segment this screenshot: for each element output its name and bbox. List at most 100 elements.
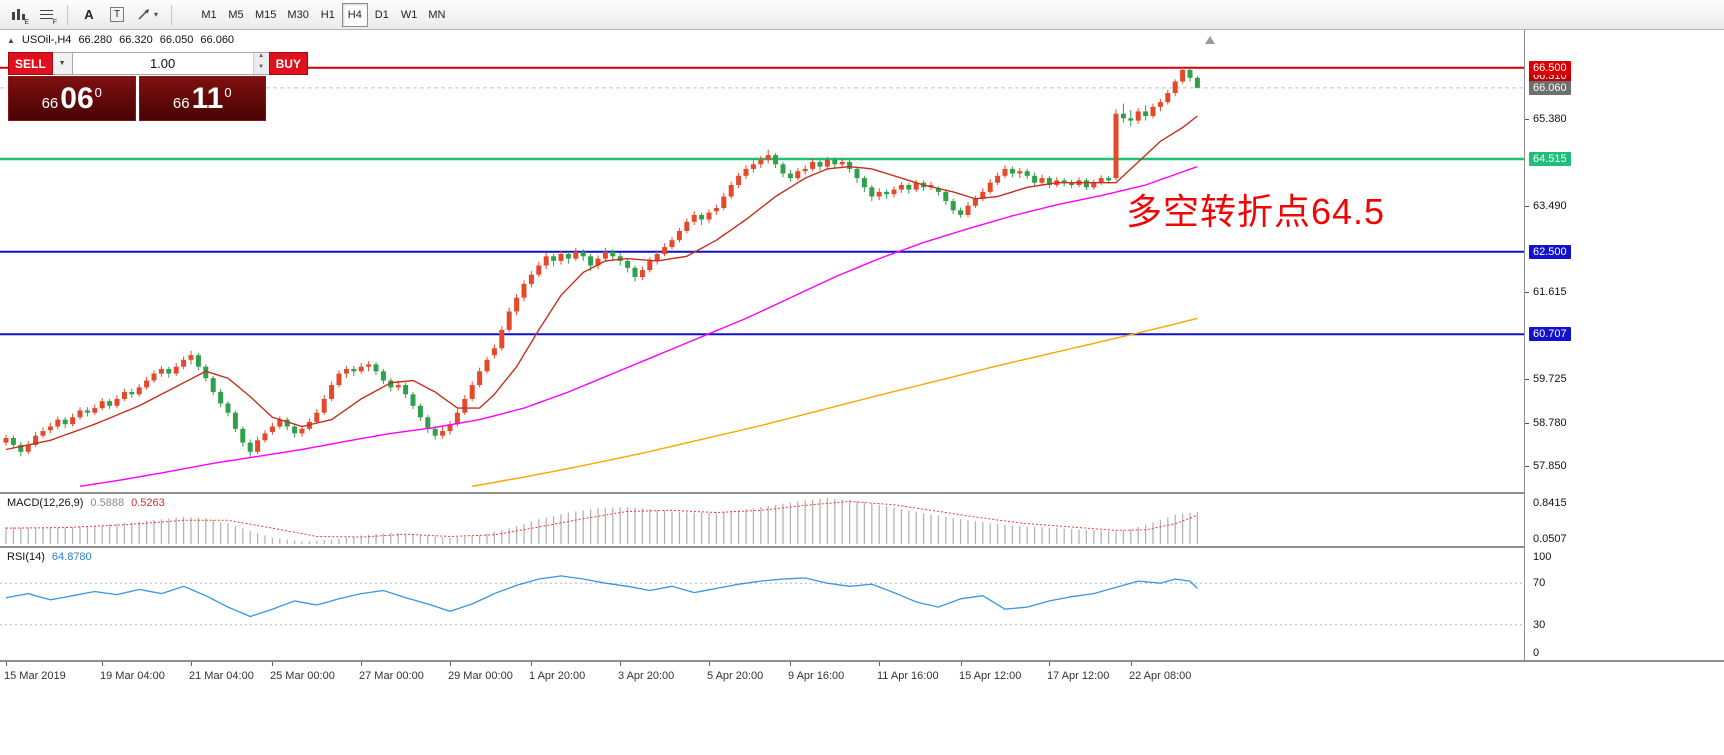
trendline-arrow-icon xyxy=(138,9,149,20)
buy-button[interactable]: BUY xyxy=(268,52,308,75)
rsi-line xyxy=(5,575,1198,618)
time-tick-mark xyxy=(102,662,103,666)
one-click-trading-panel: SELL ▼ ▲ ▼ BUY 66 06 0 xyxy=(8,52,308,121)
main-toolbar: E F A T ▾ M1 M5 M15 M30 H1 H4 D1 W1 MN xyxy=(0,0,1724,30)
price-line-label: 66.060 xyxy=(1529,81,1571,95)
low-value: 66.050 xyxy=(159,34,194,46)
time-axis-label: 9 Apr 16:00 xyxy=(788,670,845,682)
rsi-value: 64.8780 xyxy=(51,551,92,563)
price-axis[interactable]: 65.380 63.490 61.615 59.725 58.780 57.850 66.3… xyxy=(1524,30,1724,660)
icon-subscript-e: E xyxy=(24,18,29,26)
timeframe-button-d1[interactable]: D1 xyxy=(369,3,395,27)
macd-panel-canvas[interactable] xyxy=(0,494,1524,546)
indicator-levels-button[interactable]: F xyxy=(33,3,59,27)
price-line-label: 60.707 xyxy=(1529,327,1571,341)
high-value: 66.320 xyxy=(119,34,153,46)
price-tick-mark xyxy=(1525,292,1529,293)
time-tick-mark xyxy=(450,662,451,666)
volume-down-button[interactable]: ▼ xyxy=(253,63,269,74)
buy-price-whole: 66 xyxy=(172,94,190,112)
time-tick-mark xyxy=(191,662,192,666)
macd-name: MACD(12,26,9) xyxy=(7,497,84,509)
time-axis-label: 1 Apr 20:00 xyxy=(529,670,586,682)
time-tick-mark xyxy=(361,662,362,666)
order-options-dropdown-button[interactable]: ▼ xyxy=(52,52,73,75)
rsi-indicator-label: RSI(14) 64.8780 xyxy=(7,551,92,563)
timeframe-button-mn[interactable]: MN xyxy=(423,3,450,27)
macd-histogram xyxy=(5,498,1199,544)
time-tick-mark xyxy=(961,662,962,666)
toolbar-separator xyxy=(171,4,173,25)
timeframe-button-m1[interactable]: M1 xyxy=(196,3,222,27)
textbox-tool-glyph: T xyxy=(109,7,125,22)
price-tick-mark xyxy=(1525,423,1529,424)
time-tick-mark xyxy=(1049,662,1050,666)
chart-area: 65.380 63.490 61.615 59.725 58.780 57.850 66.3… xyxy=(0,30,1724,755)
timeframe-group: M1 M5 M15 M30 H1 H4 D1 W1 MN xyxy=(196,2,450,27)
rsi-axis-label: 30 xyxy=(1533,619,1546,631)
volume-up-button[interactable]: ▲ xyxy=(253,53,269,64)
chevron-down-icon: ▼ xyxy=(58,60,66,67)
time-axis-label: 21 Mar 04:00 xyxy=(189,670,254,682)
timeframe-button-m15[interactable]: M15 xyxy=(250,3,281,27)
toolbar-separator xyxy=(67,4,68,25)
ma-line-slow xyxy=(472,317,1198,487)
price-tick-label: 63.490 xyxy=(1533,200,1567,212)
price-tick-label: 58.780 xyxy=(1533,417,1567,429)
rsi-panel-canvas[interactable] xyxy=(0,548,1524,660)
price-tick-label: 59.725 xyxy=(1533,373,1567,385)
timeframe-button-h1[interactable]: H1 xyxy=(315,3,341,27)
ma-line-fast xyxy=(5,115,1198,451)
timeframe-button-h4[interactable]: H4 xyxy=(341,2,368,27)
time-axis-label: 19 Mar 04:00 xyxy=(100,670,165,682)
time-axis[interactable]: 15 Mar 2019 19 Mar 04:00 21 Mar 04:00 25 Ma… xyxy=(0,662,1724,690)
time-tick-mark xyxy=(1131,662,1132,666)
rsi-axis-label: 100 xyxy=(1533,551,1552,563)
time-axis-label: 11 Apr 16:00 xyxy=(877,670,939,682)
time-tick-mark xyxy=(6,662,7,666)
text-tool-button[interactable]: A xyxy=(76,3,102,27)
price-tick-label: 61.615 xyxy=(1533,286,1567,298)
chart-text-annotation[interactable]: 多空转折点64.5 xyxy=(1126,191,1386,232)
price-tick-mark xyxy=(1525,206,1529,207)
timeframe-button-m5[interactable]: M5 xyxy=(223,3,249,27)
price-tick-label: 57.850 xyxy=(1533,460,1567,472)
icon-subscript-f: F xyxy=(52,18,57,26)
chart-shift-marker[interactable] xyxy=(1205,36,1215,44)
time-axis-label: 15 Apr 12:00 xyxy=(959,670,1022,682)
time-axis-label: 27 Mar 00:00 xyxy=(359,670,424,682)
buy-price-pipette: 0 xyxy=(224,84,232,100)
time-tick-mark xyxy=(531,662,532,666)
macd-axis-label: 0.0507 xyxy=(1533,533,1567,545)
rsi-axis-label: 70 xyxy=(1533,577,1546,589)
panel-splitter[interactable] xyxy=(0,546,1724,548)
macd-indicator-label: MACD(12,26,9) 0.5888 0.5263 xyxy=(7,497,165,509)
timeframe-button-m30[interactable]: M30 xyxy=(282,3,313,27)
buy-price-display[interactable]: 66 11 0 xyxy=(138,76,266,121)
price-line-label: 62.500 xyxy=(1529,245,1571,259)
panel-splitter[interactable] xyxy=(0,660,1724,662)
time-axis-label: 5 Apr 20:00 xyxy=(707,670,764,682)
volume-input[interactable] xyxy=(72,53,253,74)
time-tick-mark xyxy=(272,662,273,666)
time-axis-label: 17 Apr 12:00 xyxy=(1047,670,1110,682)
macd-signal-line xyxy=(6,500,1198,538)
timeframe-button-w1[interactable]: W1 xyxy=(396,3,423,27)
macd-main-value: 0.5888 xyxy=(90,497,125,509)
sell-price-pips: 06 xyxy=(60,81,94,115)
sell-button[interactable]: SELL xyxy=(8,52,53,75)
panel-splitter[interactable] xyxy=(0,492,1724,494)
text-label-tool-button[interactable]: T xyxy=(104,3,130,27)
time-tick-mark xyxy=(709,662,710,666)
time-tick-mark xyxy=(620,662,621,666)
rsi-name: RSI(14) xyxy=(7,551,45,563)
rsi-axis-label: 0 xyxy=(1533,647,1540,659)
sell-price-display[interactable]: 66 06 0 xyxy=(8,76,136,121)
drawing-tools-button[interactable]: ▾ xyxy=(132,3,163,27)
chart-template-button[interactable]: E xyxy=(5,3,31,27)
text-tool-glyph: A xyxy=(84,7,94,22)
time-axis-label: 15 Mar 2019 xyxy=(4,670,66,682)
close-value: 66.060 xyxy=(200,34,235,46)
dropdown-caret-icon: ▾ xyxy=(154,10,159,19)
time-axis-label: 3 Apr 20:00 xyxy=(618,670,675,682)
